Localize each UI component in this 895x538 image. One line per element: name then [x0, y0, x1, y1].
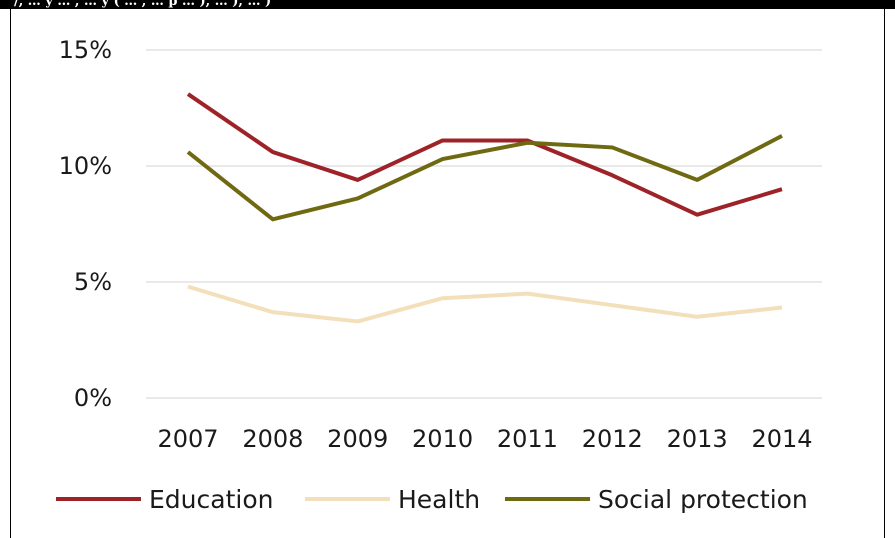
- gridlines: [146, 49, 822, 399]
- top-rule: [0, 0, 895, 9]
- y-tick-label: 10%: [59, 152, 112, 180]
- right-border: [884, 9, 885, 538]
- x-axis-ticks: 2007 2008 2009 2010 2011 2012 2013 2014: [157, 425, 812, 453]
- x-tick-label: 2010: [412, 425, 473, 453]
- legend-label-education: Education: [149, 485, 273, 514]
- x-tick-label: 2007: [157, 425, 218, 453]
- legend-label-social-protection: Social protection: [598, 485, 808, 514]
- series-line-education: [186, 92, 783, 217]
- series-line-social-protection: [186, 134, 783, 222]
- y-tick-label: 0%: [74, 384, 112, 412]
- x-tick-label: 2014: [751, 425, 812, 453]
- y-tick-label: 15%: [59, 36, 112, 64]
- legend: Education Health Social protection: [56, 485, 808, 514]
- x-tick-label: 2012: [582, 425, 643, 453]
- x-tick-label: 2013: [667, 425, 728, 453]
- x-tick-label: 2008: [242, 425, 303, 453]
- x-tick-label: 2011: [497, 425, 558, 453]
- series-lines: [186, 92, 783, 324]
- cropped-header-text: /, … y … , … y ( … , … p … ), … ), … ): [14, 0, 272, 8]
- y-axis-ticks: 0% 5% 10% 15%: [59, 36, 112, 412]
- series-line-health: [187, 284, 783, 324]
- left-border: [10, 9, 11, 538]
- x-tick-label: 2009: [327, 425, 388, 453]
- legend-label-health: Health: [398, 485, 480, 514]
- y-tick-label: 5%: [74, 268, 112, 296]
